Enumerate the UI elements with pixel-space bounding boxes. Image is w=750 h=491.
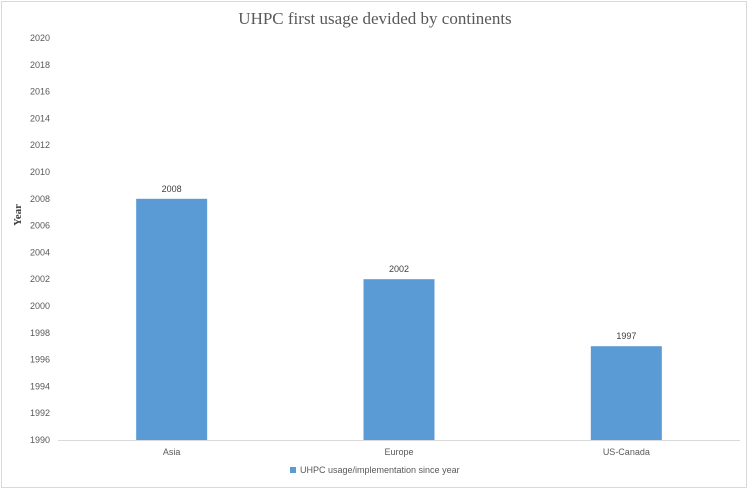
bar <box>590 346 662 440</box>
x-tick-label: Europe <box>384 447 413 457</box>
data-label: 2008 <box>162 184 182 194</box>
y-tick-label: 1992 <box>30 408 50 418</box>
data-label: 2002 <box>389 264 409 274</box>
y-tick-label: 1990 <box>30 435 50 445</box>
legend-swatch <box>290 467 296 473</box>
legend-label: UHPC usage/implementation since year <box>300 465 460 475</box>
y-tick-label: 2016 <box>30 87 50 97</box>
y-tick-label: 2012 <box>30 140 50 150</box>
y-tick-label: 2004 <box>30 247 50 257</box>
x-tick-label: US-Canada <box>603 447 650 457</box>
y-tick-label: 2008 <box>30 194 50 204</box>
chart-title: UHPC first usage devided by continents <box>238 9 511 28</box>
y-tick-label: 1998 <box>30 328 50 338</box>
y-tick-label: 2006 <box>30 221 50 231</box>
y-tick-label: 1996 <box>30 355 50 365</box>
y-tick-label: 2020 <box>30 33 50 43</box>
y-tick-label: 2014 <box>30 113 50 123</box>
y-tick-label: 2018 <box>30 60 50 70</box>
y-tick-label: 2002 <box>30 274 50 284</box>
y-tick-label: 2000 <box>30 301 50 311</box>
y-axis: 1990 1992 1994 1996 1998 2000 2002 2004 2006 2008… <box>30 33 50 445</box>
legend: UHPC usage/implementation since year <box>290 465 460 475</box>
y-tick-label: 2010 <box>30 167 50 177</box>
data-label: 1997 <box>616 331 636 341</box>
y-tick-label: 1994 <box>30 381 50 391</box>
x-axis: Asia Europe US-Canada <box>58 440 740 457</box>
bar <box>136 198 208 440</box>
y-axis-label: Year <box>12 204 24 226</box>
bar-series: 2008 2002 1997 <box>136 184 662 440</box>
x-tick-label: Asia <box>163 447 181 457</box>
bar <box>363 279 435 440</box>
